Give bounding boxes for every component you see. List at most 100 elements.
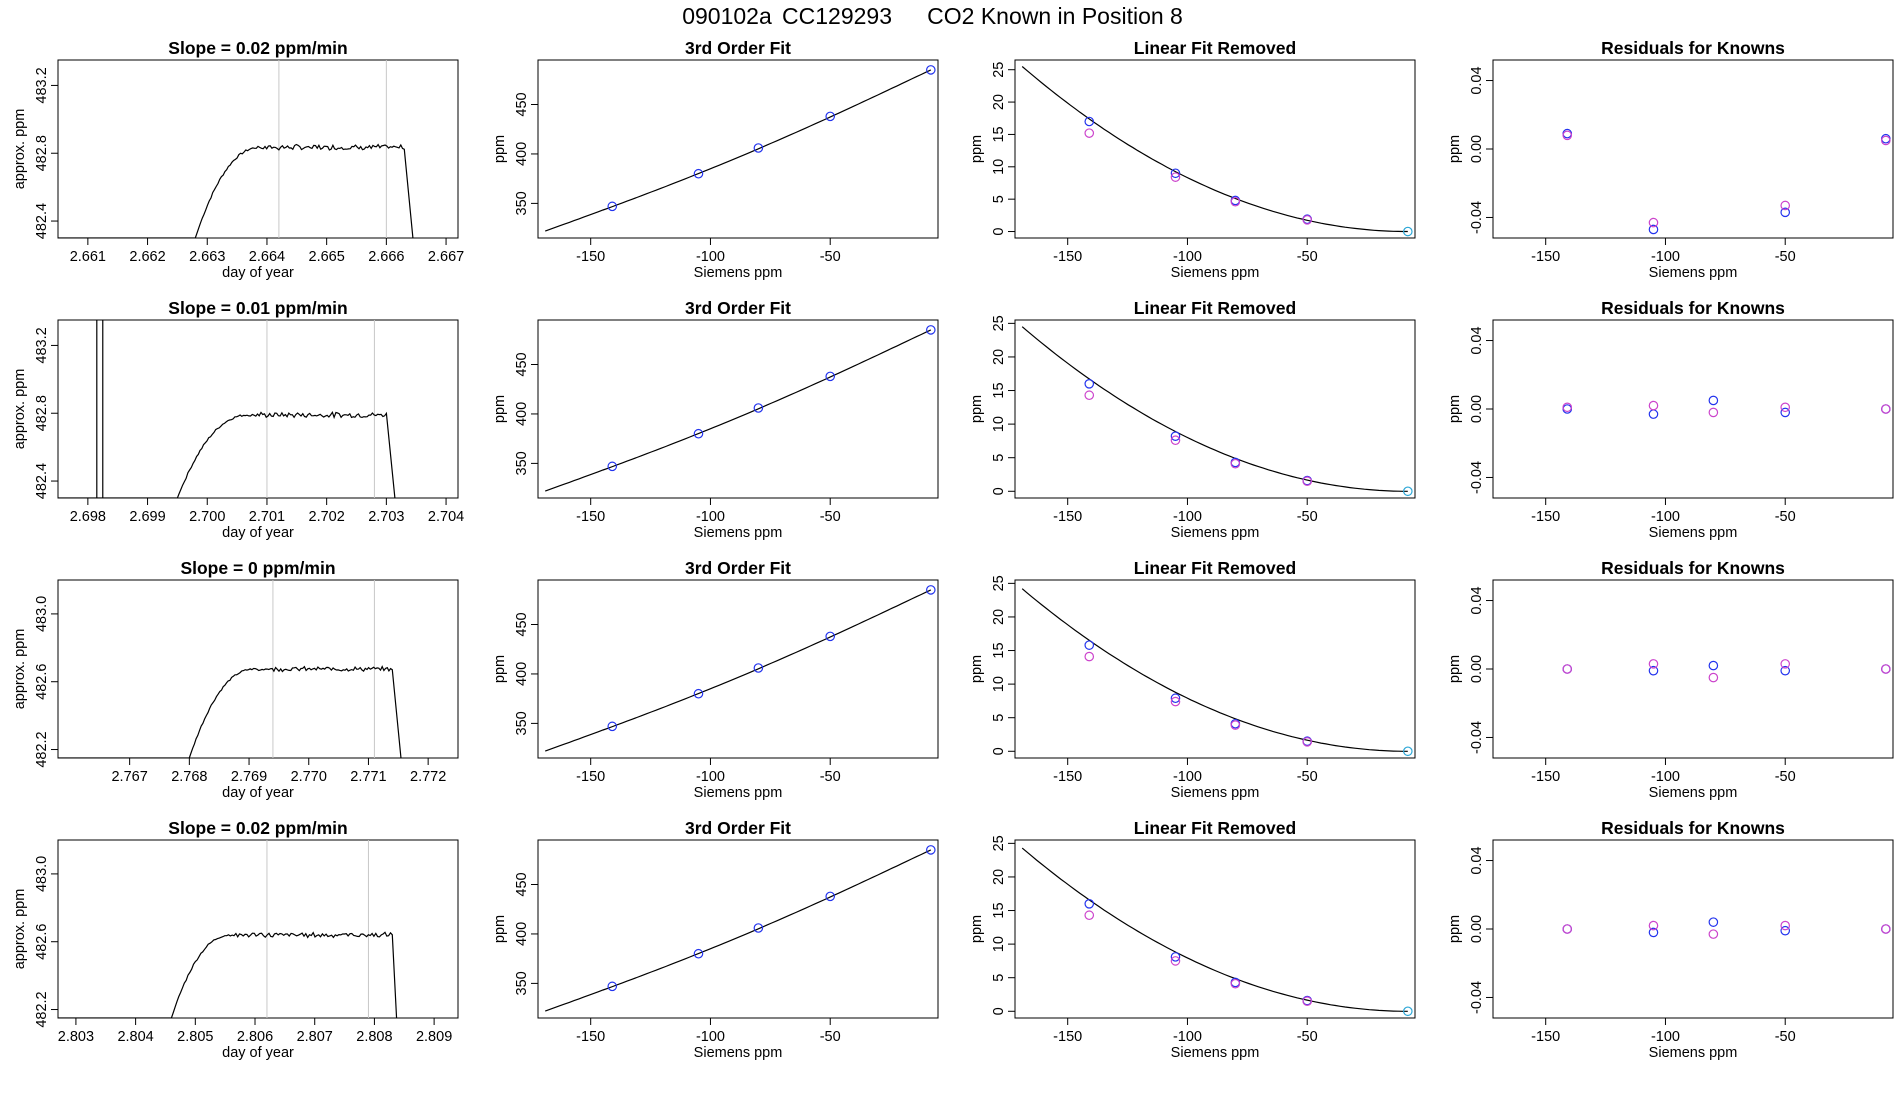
point-series-2 <box>1403 486 1413 497</box>
data-point <box>1170 168 1181 179</box>
plot-area <box>1562 395 1891 419</box>
y-tick-label: 20 <box>991 349 1007 365</box>
data-point <box>1302 215 1313 225</box>
data-point <box>753 663 764 673</box>
data-point <box>1403 1006 1413 1017</box>
y-tick-label: 25 <box>991 315 1007 331</box>
point-series-1 <box>1084 128 1313 225</box>
data-point <box>1302 737 1313 747</box>
y-axis-label: ppm <box>492 915 508 943</box>
y-tick-label: 483.0 <box>34 856 50 892</box>
y-tick-label: 482.8 <box>34 135 50 171</box>
y-tick-label: 15 <box>991 642 1007 658</box>
y-tick-label: 25 <box>991 835 1007 851</box>
plot-area <box>1562 659 1891 683</box>
x-axis: -150 -100 -50 Siemens ppm <box>1053 238 1318 281</box>
point-series-1 <box>1084 910 1313 1007</box>
y-tick-label: 350 <box>514 711 530 735</box>
plot-frame <box>57 579 459 759</box>
x-tick-label: 2.704 <box>428 509 464 525</box>
x-axis: -150 -100 -50 Siemens ppm <box>1053 758 1318 801</box>
y-axis-label: ppm <box>1447 915 1463 943</box>
point-series-1 <box>1562 659 1891 683</box>
y-tick-label: 350 <box>514 191 530 215</box>
data-point <box>1230 720 1241 730</box>
x-axis-label: day of year <box>222 525 294 541</box>
chart-panel-r2c3: Linear Fit Removed -150 -100 -50 Siemens ppm… <box>969 298 1416 541</box>
chart-title: Linear Fit Removed <box>1134 38 1296 58</box>
x-tick-label: -50 <box>1297 249 1318 265</box>
y-tick-label: -0.04 <box>1469 721 1485 754</box>
y-axis-label: ppm <box>969 655 985 683</box>
point-series-1 <box>1084 390 1313 487</box>
y-tick-label: 20 <box>991 94 1007 110</box>
x-tick-label: 2.806 <box>237 1029 273 1045</box>
x-tick-label: 2.703 <box>368 509 404 525</box>
y-tick-label: 0.04 <box>1469 66 1485 94</box>
y-axis: 0 5 10 15 20 25 ppm <box>969 835 1015 1015</box>
plot-frame <box>57 839 459 1019</box>
y-tick-label: 0.04 <box>1469 326 1485 354</box>
x-tick-label: -100 <box>696 769 725 785</box>
plot-frame <box>1014 839 1416 1019</box>
y-tick-label: 25 <box>991 575 1007 591</box>
x-tick-label: -100 <box>696 1029 725 1045</box>
chart-title: Slope = 0.02 ppm/min <box>168 38 347 58</box>
data-point <box>926 325 936 335</box>
x-tick-label: -100 <box>1173 769 1202 785</box>
y-axis-label: approx. ppm <box>12 629 28 710</box>
y-tick-label: 10 <box>991 936 1007 952</box>
data-point <box>1084 379 1095 389</box>
y-tick-label: 400 <box>514 142 530 166</box>
plot-frame <box>57 319 459 499</box>
point-series-2 <box>1403 226 1413 237</box>
chart-panel-r1c3: Linear Fit Removed -150 -100 -50 Siemens ppm… <box>969 38 1416 281</box>
chart-title: Slope = 0.01 ppm/min <box>168 298 347 318</box>
data-point <box>1648 659 1659 669</box>
x-axis: -150 -100 -50 Siemens ppm <box>1053 498 1318 541</box>
y-axis-label: ppm <box>492 395 508 423</box>
x-tick-label: 2.804 <box>117 1029 153 1045</box>
data-point <box>753 923 764 933</box>
data-point <box>1648 217 1659 228</box>
point-series-1 <box>1562 920 1891 939</box>
plot-area <box>58 840 398 1018</box>
y-axis-label: ppm <box>492 655 508 683</box>
x-axis-label: Siemens ppm <box>694 1045 783 1061</box>
data-point <box>1780 920 1791 931</box>
chart-panel-r3c4: Residuals for Knowns -150 -100 -50 Siemens p… <box>1447 558 1894 801</box>
chart-title: Slope = 0 ppm/min <box>180 558 335 578</box>
x-axis-label: Siemens ppm <box>1171 1045 1260 1061</box>
y-tick-label: 10 <box>991 416 1007 432</box>
y-axis: 0 5 10 15 20 25 ppm <box>969 575 1015 755</box>
x-axis: -150 -100 -50 Siemens ppm <box>576 758 841 801</box>
x-axis: -150 -100 -50 Siemens ppm <box>1531 758 1796 801</box>
point-series-1 <box>1084 651 1313 747</box>
data-point <box>1403 486 1413 497</box>
data-point <box>1648 224 1659 235</box>
data-point <box>1170 696 1181 707</box>
plot-area <box>1562 128 1891 235</box>
x-tick-label: 2.805 <box>177 1029 213 1045</box>
data-point <box>1230 978 1241 989</box>
data-point <box>1084 390 1095 401</box>
data-point <box>1648 927 1659 938</box>
data-point <box>1562 924 1573 934</box>
chart-title: Residuals for Knowns <box>1601 298 1785 318</box>
data-point <box>825 111 836 122</box>
y-tick-label: 450 <box>514 92 530 116</box>
plot-frame <box>1014 579 1416 759</box>
x-tick-label: -150 <box>576 1029 605 1045</box>
y-tick-label: 0 <box>991 1007 1007 1015</box>
y-tick-label: 482.8 <box>34 395 50 431</box>
fit-curve-line <box>1021 326 1408 492</box>
x-tick-label: 2.663 <box>189 249 225 265</box>
data-point <box>607 201 618 212</box>
x-axis-label: Siemens ppm <box>694 525 783 541</box>
data-point <box>693 948 704 959</box>
y-axis: -0.04 0.00 0.04 ppm <box>1447 66 1493 234</box>
data-point <box>1780 659 1791 669</box>
chart-panel-r4c4: Residuals for Knowns -150 -100 -50 Siemens p… <box>1447 818 1894 1061</box>
plot-frame <box>537 839 939 1019</box>
x-tick-label: -150 <box>1531 509 1560 525</box>
